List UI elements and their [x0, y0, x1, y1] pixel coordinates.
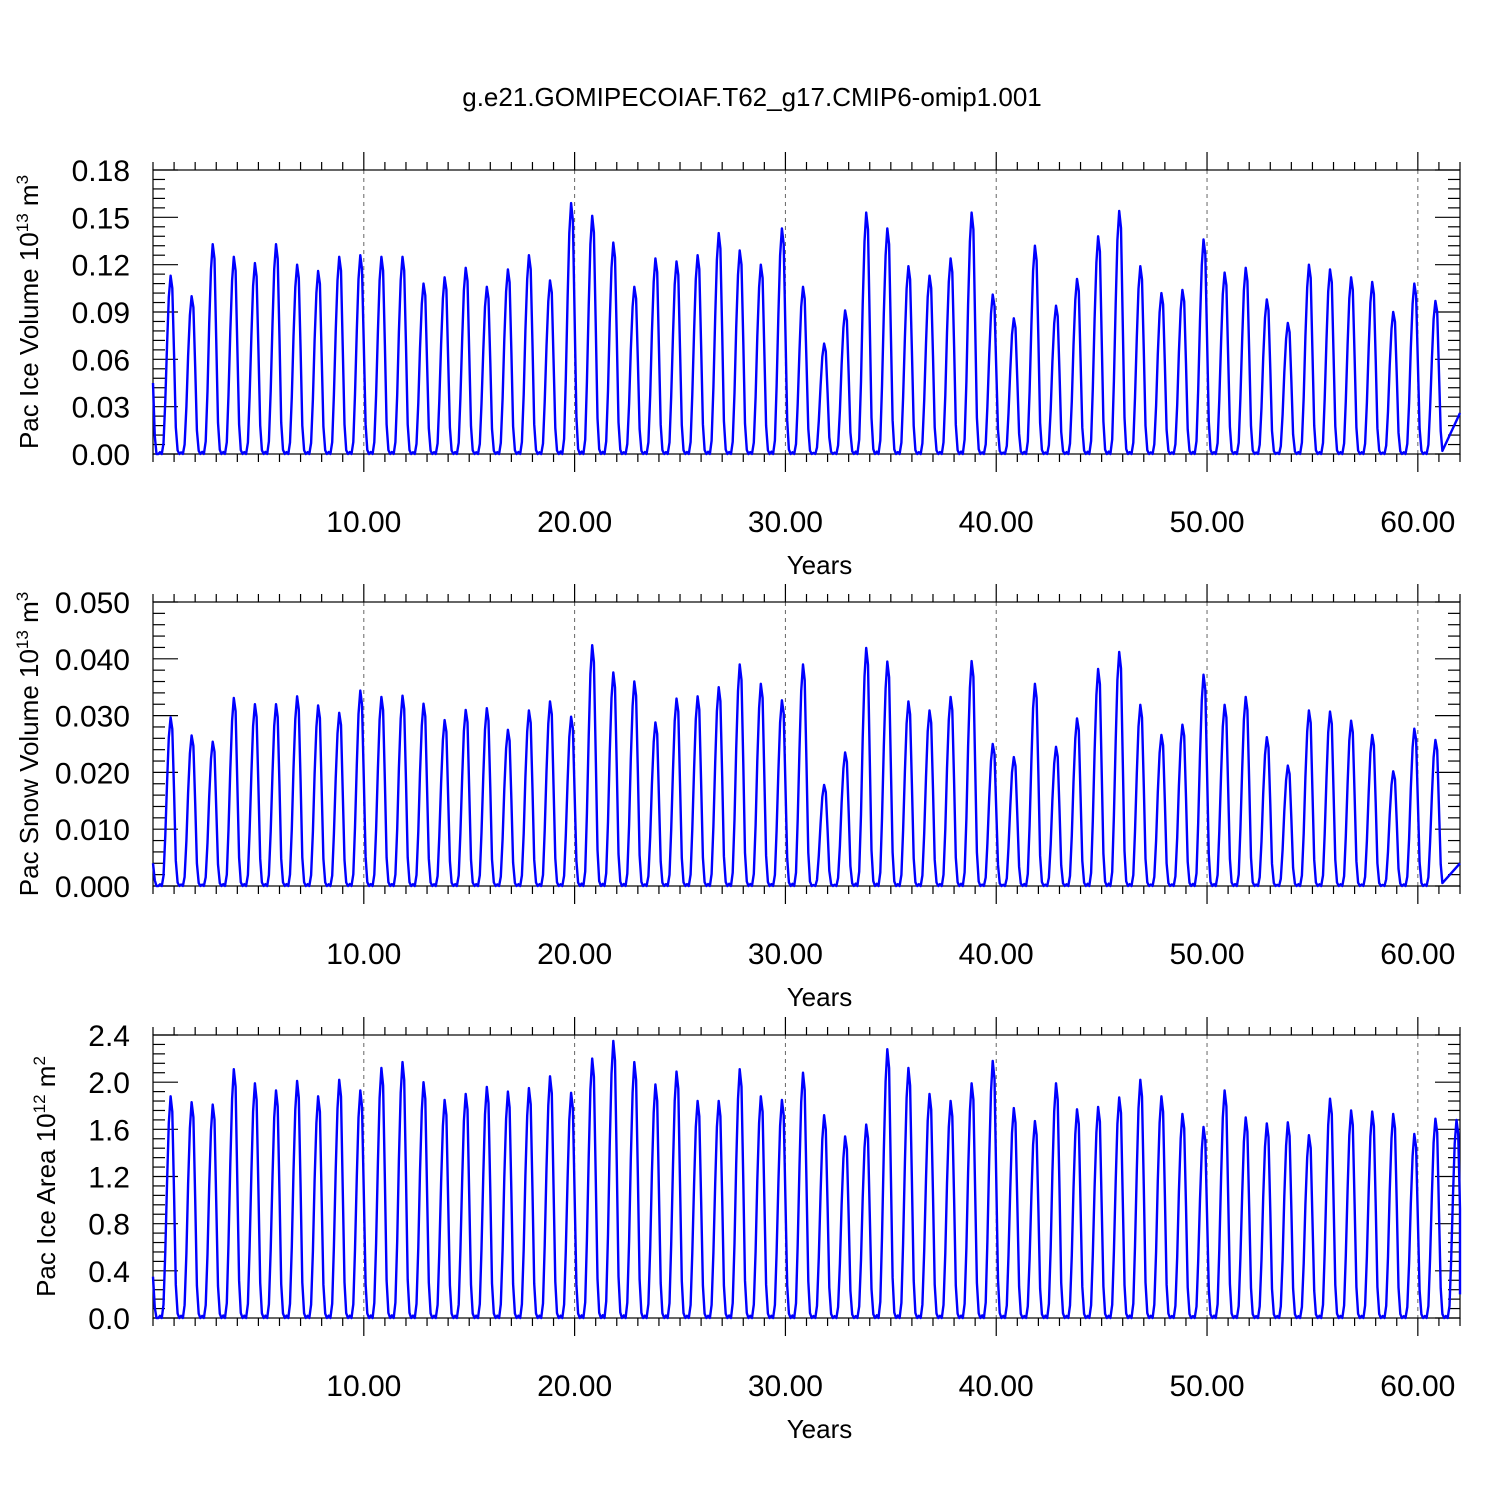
- x-axis-label: Years: [787, 1414, 853, 1444]
- x-tick-label: 10.00: [326, 506, 401, 539]
- y-tick-label: 0.0: [88, 1303, 130, 1336]
- series-line: [151, 201, 1462, 456]
- y-tick-label: 0.03: [72, 392, 130, 425]
- y-tick-label: 0.12: [72, 250, 130, 283]
- y-tick-label: 0.18: [72, 155, 130, 188]
- y-tick-label: 0.040: [55, 644, 130, 677]
- chart-panel-1: 10.00 20.00 30.00 40.00 50.00 60.00 Years 0.00 0…: [13, 152, 1462, 580]
- y-axis-label: Pac Ice Volume 1013 m3: [13, 175, 44, 449]
- y-tick-label: 2.0: [88, 1067, 130, 1100]
- x-axis-label: Years: [787, 982, 853, 1012]
- y-tick-label: 0.00: [72, 439, 130, 472]
- series-line: [151, 644, 1461, 888]
- chart-panel-2: 10.00 20.00 30.00 40.00 50.00 60.00 Years 0.000…: [13, 584, 1461, 1012]
- x-tick-label: 40.00: [959, 938, 1034, 971]
- y-tick-label: 0.050: [55, 587, 130, 620]
- y-tick-label: 1.6: [88, 1114, 130, 1147]
- y-tick-label: 0.4: [88, 1256, 130, 1289]
- y-tick-label: 1.2: [88, 1162, 130, 1195]
- x-tick-label: 40.00: [959, 506, 1034, 539]
- y-tick-label: 0.06: [72, 344, 130, 377]
- x-tick-label: 10.00: [326, 938, 401, 971]
- x-tick-label: 20.00: [537, 938, 612, 971]
- y-axis-label: Pac Snow Volume 1013 m3: [13, 592, 44, 896]
- y-tick-label: 0.010: [55, 814, 130, 847]
- x-tick-label: 30.00: [748, 506, 823, 539]
- y-tick-label: 0.030: [55, 701, 130, 734]
- y-tick-label: 0.15: [72, 202, 130, 235]
- y-tick-label: 0.8: [88, 1209, 130, 1242]
- x-tick-label: 50.00: [1169, 1370, 1244, 1403]
- plot-frame: [152, 169, 1461, 455]
- y-tick-label: 0.09: [72, 297, 130, 330]
- x-axis-label: Years: [787, 550, 853, 580]
- x-tick-label: 60.00: [1380, 506, 1455, 539]
- series-line: [151, 1039, 1462, 1320]
- x-tick-label: 40.00: [959, 1370, 1034, 1403]
- x-tick-label: 20.00: [537, 506, 612, 539]
- y-tick-label: 0.000: [55, 871, 130, 904]
- chart-panel-3: 10.00 20.00 30.00 40.00 50.00 60.00 Years 0.0 0.…: [30, 1017, 1462, 1444]
- x-tick-label: 50.00: [1169, 938, 1244, 971]
- figure-title: g.e21.GOMIPECOIAF.T62_g17.CMIP6-omip1.00…: [462, 82, 1042, 112]
- x-tick-label: 10.00: [326, 1370, 401, 1403]
- x-tick-label: 20.00: [537, 1370, 612, 1403]
- x-tick-label: 30.00: [748, 938, 823, 971]
- y-tick-label: 0.020: [55, 757, 130, 790]
- y-axis-label: Pac Ice Area 1012 m2: [30, 1056, 61, 1297]
- x-tick-label: 60.00: [1380, 938, 1455, 971]
- x-tick-label: 60.00: [1380, 1370, 1455, 1403]
- y-tick-label: 2.4: [88, 1020, 130, 1053]
- x-tick-label: 30.00: [748, 1370, 823, 1403]
- x-tick-label: 50.00: [1169, 506, 1244, 539]
